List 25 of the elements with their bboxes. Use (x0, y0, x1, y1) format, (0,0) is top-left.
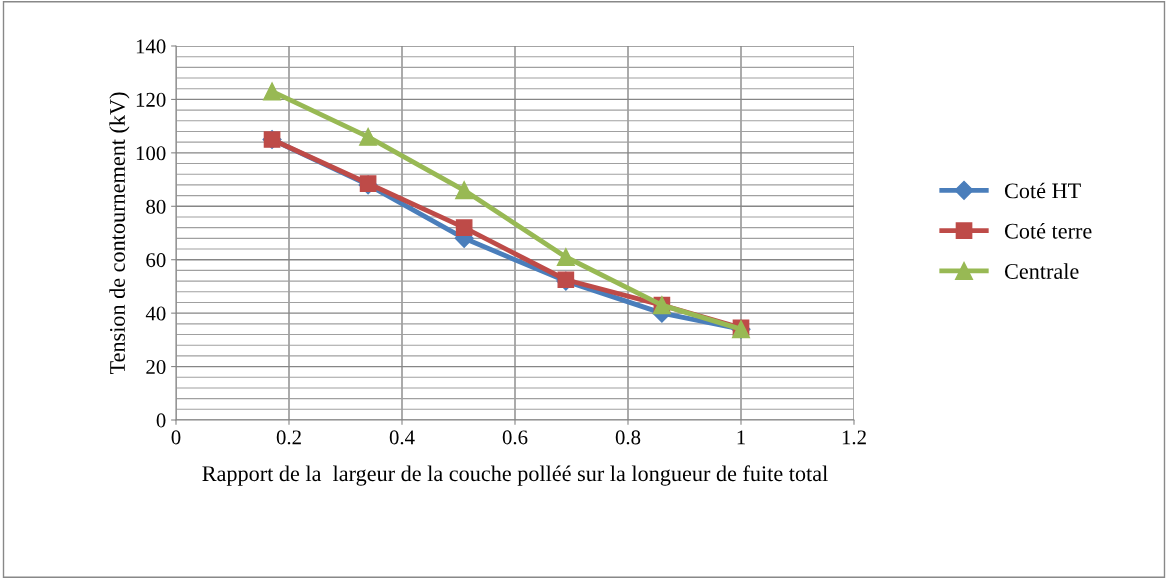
y-tick-label: 0 (156, 413, 166, 428)
y-tick-label: 60 (146, 253, 166, 268)
y-axis-title: Tension de contournement (kV) (109, 92, 130, 375)
x-tick-label: 0 (171, 430, 181, 445)
point (263, 82, 282, 101)
legend-label: Coté terre (1004, 222, 1092, 239)
legend-label: Coté HT (1004, 182, 1081, 199)
y-tick-label: 80 (146, 199, 166, 214)
x-tick-label: 0.6 (502, 430, 528, 445)
legend-label: Centrale (1004, 263, 1079, 279)
x-tick-label: 0.4 (389, 430, 415, 445)
x-tick-label: 0.2 (276, 430, 301, 445)
y-tick-label: 40 (145, 306, 166, 321)
y-tick-label: 20 (146, 359, 166, 374)
x-tick-label: 1 (737, 430, 745, 445)
x-tick-label: 0.8 (615, 430, 641, 445)
point (556, 248, 575, 267)
point (455, 219, 473, 236)
point (455, 181, 474, 200)
y-tick-label: 100 (136, 146, 166, 161)
point (359, 127, 378, 146)
x-tick-label: 1.2 (842, 430, 866, 445)
y-tick-label: 140 (136, 39, 166, 54)
x-axis-title: Rapport de la largeur de la couche polléé sur la longueur de fuite total (202, 465, 828, 486)
y-tick-label: 120 (136, 92, 166, 107)
